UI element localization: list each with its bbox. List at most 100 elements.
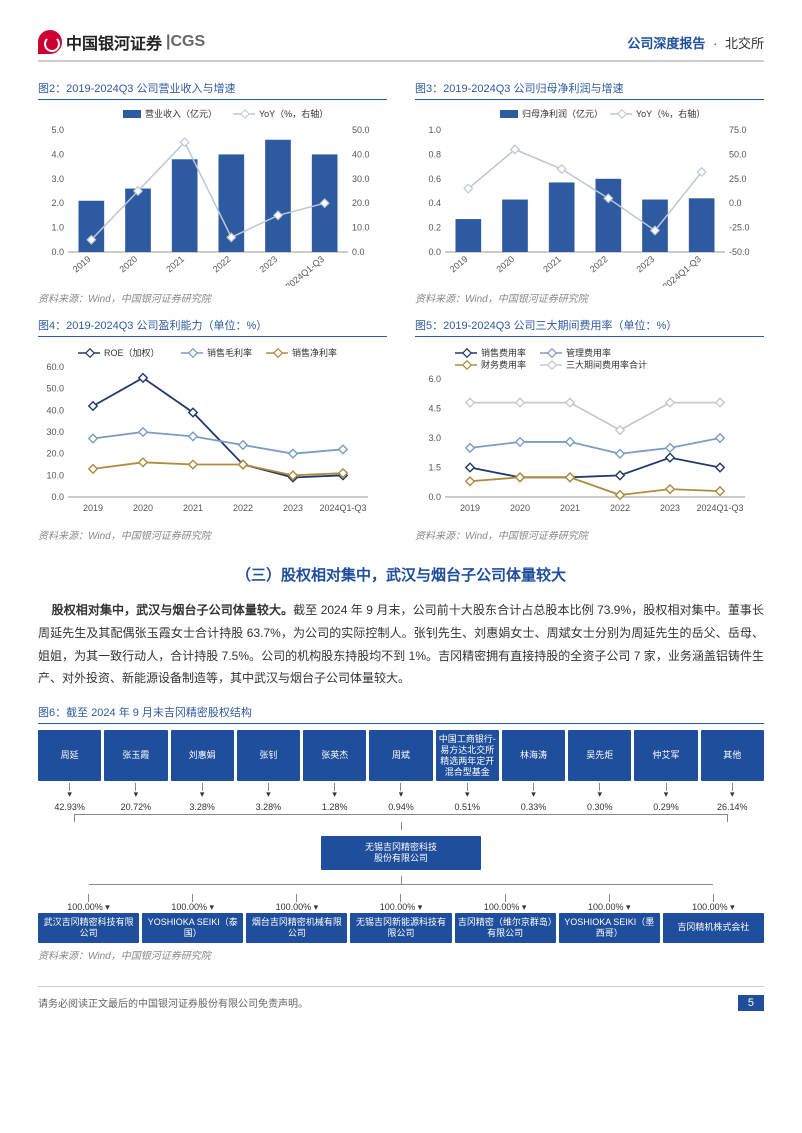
shareholder-box: 中国工商银行-易方达北交所精选两年定开混合型基金	[436, 730, 499, 781]
fig2-chart: 营业收入（亿元）YoY（%，右轴）0.01.02.03.04.05.00.010…	[38, 106, 387, 286]
svg-text:0.0: 0.0	[352, 247, 365, 257]
shareholder-box: 张英杰	[303, 730, 366, 781]
shareholder-pct: ▾0.29%	[634, 783, 697, 812]
svg-text:2020: 2020	[495, 254, 517, 275]
svg-text:20.0: 20.0	[46, 449, 64, 459]
subsidiary-pct: 100.00% ▾	[246, 894, 347, 913]
fig4-title: 图4：2019-2024Q3 公司盈利能力（单位：%）	[38, 317, 387, 337]
fig4-chart: ROE（加权）销售毛利率销售净利率0.010.020.030.040.050.0…	[38, 343, 387, 523]
subsidiary-box: 烟台吉冈精密机械有限公司	[246, 913, 347, 943]
svg-text:60.0: 60.0	[46, 362, 64, 372]
svg-text:0.2: 0.2	[428, 223, 441, 233]
svg-text:25.0: 25.0	[729, 174, 747, 184]
svg-text:YoY（%，右轴）: YoY（%，右轴）	[636, 108, 705, 119]
logo-icon	[38, 30, 62, 54]
svg-text:三大期间费用率合计: 三大期间费用率合计	[566, 359, 647, 370]
fig3-source: 资料来源：Wind，中国银河证券研究院	[415, 290, 764, 305]
svg-text:10.0: 10.0	[46, 470, 64, 480]
svg-text:6.0: 6.0	[428, 374, 441, 384]
svg-text:40.0: 40.0	[352, 149, 370, 159]
fig2: 图2：2019-2024Q3 公司营业收入与增速 营业收入（亿元）YoY（%，右…	[38, 80, 387, 305]
svg-text:2024Q1-Q3: 2024Q1-Q3	[283, 254, 325, 286]
svg-text:4.5: 4.5	[428, 404, 441, 414]
svg-text:2022: 2022	[233, 503, 253, 513]
fig4: 图4：2019-2024Q3 公司盈利能力（单位：%） ROE（加权）销售毛利率…	[38, 317, 387, 542]
shareholder-box: 周斌	[369, 730, 432, 781]
svg-text:3.0: 3.0	[51, 174, 64, 184]
svg-text:3.0: 3.0	[428, 433, 441, 443]
svg-text:2024Q1-Q3: 2024Q1-Q3	[696, 503, 743, 513]
fig3: 图3：2019-2024Q3 公司归母净利润与增速 归母净利润（亿元）YoY（%…	[415, 80, 764, 305]
svg-text:2.0: 2.0	[51, 198, 64, 208]
body-bold: 股权相对集中，武汉与烟台子公司体量较大。	[52, 603, 294, 617]
fig5-source: 资料来源：Wind，中国银河证券研究院	[415, 527, 764, 542]
subsidiary-pct: 100.00% ▾	[663, 894, 764, 913]
subsidiary-pct: 100.00% ▾	[38, 894, 139, 913]
page-number: 5	[738, 995, 764, 1011]
svg-text:2021: 2021	[541, 254, 563, 275]
svg-text:50.0: 50.0	[729, 149, 747, 159]
shareholder-pct: ▾3.28%	[171, 783, 234, 812]
svg-text:1.0: 1.0	[428, 125, 441, 135]
fig2-source: 资料来源：Wind，中国银河证券研究院	[38, 290, 387, 305]
svg-text:2021: 2021	[560, 503, 580, 513]
subsidiary-pct: 100.00% ▾	[142, 894, 243, 913]
svg-text:0.0: 0.0	[51, 492, 64, 502]
shareholder-pct: ▾26.14%	[701, 783, 764, 812]
svg-text:0.8: 0.8	[428, 149, 441, 159]
report-type: 公司深度报告	[627, 36, 705, 51]
svg-text:0.0: 0.0	[428, 247, 441, 257]
fig5-chart: 销售费用率管理费用率财务费用率三大期间费用率合计0.01.53.04.56.02…	[415, 343, 764, 523]
shareholder-pct: ▾42.93%	[38, 783, 101, 812]
fig3-chart: 归母净利润（亿元）YoY（%，右轴）0.00.20.40.60.81.0-50.…	[415, 106, 764, 286]
shareholder-pct: ▾0.33%	[502, 783, 565, 812]
svg-text:2022: 2022	[610, 503, 630, 513]
shareholder-box: 周延	[38, 730, 101, 781]
subsidiary-pct: 100.00% ▾	[350, 894, 451, 913]
svg-text:0.4: 0.4	[428, 198, 441, 208]
fig6-org-chart: 周延张玉霞刘惠娟张钊张英杰周斌中国工商银行-易方达北交所精选两年定开混合型基金林…	[38, 730, 764, 942]
svg-text:2020: 2020	[510, 503, 530, 513]
svg-text:2019: 2019	[460, 503, 480, 513]
svg-text:-50.0: -50.0	[729, 247, 750, 257]
svg-text:2019: 2019	[83, 503, 103, 513]
svg-text:30.0: 30.0	[352, 174, 370, 184]
subsidiary-box: 武汉吉冈精密科技有限公司	[38, 913, 139, 943]
shareholder-box: 仲艾军	[634, 730, 697, 781]
svg-text:营业收入（亿元）: 营业收入（亿元）	[145, 108, 217, 119]
svg-text:2019: 2019	[71, 254, 93, 275]
svg-text:50.0: 50.0	[46, 384, 64, 394]
svg-text:1.5: 1.5	[428, 463, 441, 473]
fig5-title: 图5：2019-2024Q3 公司三大期间费用率（单位：%）	[415, 317, 764, 337]
svg-text:销售毛利率: 销售毛利率	[207, 347, 252, 358]
subsidiary-box: 无锡吉冈新能源科技有限公司	[350, 913, 451, 943]
subsidiary-pct: 100.00% ▾	[559, 894, 660, 913]
section-title: （三）股权相对集中，武汉与烟台子公司体量较大	[38, 564, 764, 585]
shareholder-pct: ▾1.28%	[303, 783, 366, 812]
subsidiary-box: YOSHIOKA SEIKI（泰国）	[142, 913, 243, 943]
disclaimer-text: 请务必阅读正文最后的中国银河证券股份有限公司免责声明。	[38, 995, 308, 1011]
fig5: 图5：2019-2024Q3 公司三大期间费用率（单位：%） 销售费用率管理费用…	[415, 317, 764, 542]
fig3-title: 图3：2019-2024Q3 公司归母净利润与增速	[415, 80, 764, 100]
svg-text:2022: 2022	[588, 254, 610, 275]
shareholder-box: 刘惠娟	[171, 730, 234, 781]
shareholder-box: 张钊	[237, 730, 300, 781]
svg-text:财务费用率: 财务费用率	[481, 359, 526, 370]
svg-text:20.0: 20.0	[352, 198, 370, 208]
svg-text:-25.0: -25.0	[729, 223, 750, 233]
svg-text:YoY（%，右轴）: YoY（%，右轴）	[259, 108, 328, 119]
fig4-source: 资料来源：Wind，中国银河证券研究院	[38, 527, 387, 542]
svg-text:0.0: 0.0	[428, 492, 441, 502]
header-right: 公司深度报告 · 北交所	[627, 33, 764, 52]
svg-text:2019: 2019	[448, 254, 470, 275]
svg-text:40.0: 40.0	[46, 405, 64, 415]
svg-text:2020: 2020	[118, 254, 140, 275]
svg-text:管理费用率: 管理费用率	[566, 347, 611, 358]
logo: 中国银河证券 |CGS	[38, 30, 205, 54]
subsidiary-box: YOSHIOKA SEIKI（墨西哥）	[559, 913, 660, 943]
svg-text:2021: 2021	[183, 503, 203, 513]
shareholder-pct: ▾0.30%	[568, 783, 631, 812]
shareholder-box: 林海涛	[502, 730, 565, 781]
body-paragraph: 股权相对集中，武汉与烟台子公司体量较大。截至 2024 年 9 月末，公司前十大…	[38, 599, 764, 690]
svg-text:2022: 2022	[211, 254, 233, 275]
